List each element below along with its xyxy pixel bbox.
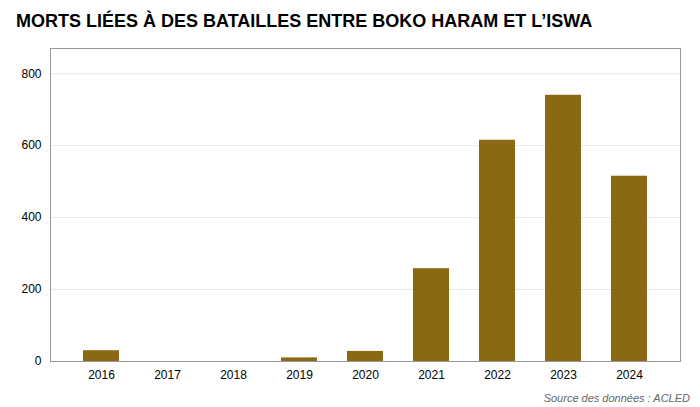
svg-text:2016: 2016: [88, 368, 115, 382]
svg-text:600: 600: [21, 138, 41, 152]
svg-text:2021: 2021: [418, 368, 445, 382]
svg-text:200: 200: [21, 282, 41, 296]
svg-text:2023: 2023: [550, 368, 577, 382]
html-text:MORTS LIÉES À DES BATAILLES EN: MORTS LIÉES À DES BATAILLES ENTRE BOKO H…: [16, 11, 593, 31]
svg-text:2020: 2020: [352, 368, 379, 382]
svg-text:0: 0: [35, 354, 42, 368]
svg-text:2018: 2018: [220, 368, 247, 382]
svg-text:2022: 2022: [484, 368, 511, 382]
svg-text:2019: 2019: [286, 368, 313, 382]
html-text:Source des données : ACLED: Source des données : ACLED: [543, 392, 690, 404]
svg-text:800: 800: [21, 67, 41, 81]
svg-text:400: 400: [21, 210, 41, 224]
svg-text:2024: 2024: [616, 368, 643, 382]
svg-text:2017: 2017: [154, 368, 181, 382]
